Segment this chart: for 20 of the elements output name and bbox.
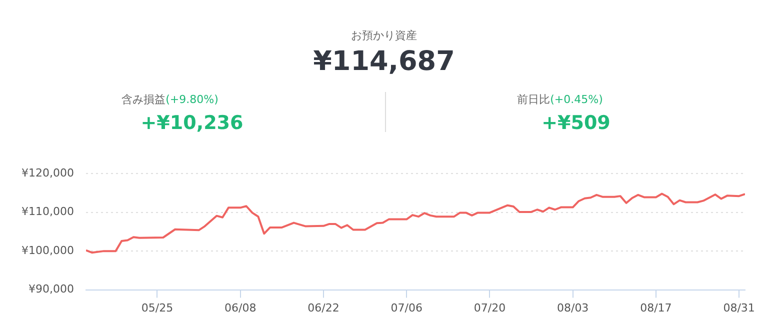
text: 含み損益 (122, 93, 166, 106)
text: +¥10,236 (140, 112, 244, 134)
y-tick-label: ¥100,000 (22, 244, 74, 257)
text: ¥114,687 (313, 46, 455, 77)
x-tick-label: 07/06 (390, 301, 422, 314)
text: (+0.45%) (550, 93, 603, 106)
y-tick-label: ¥120,000 (22, 166, 74, 180)
y-tick-label: ¥90,000 (28, 282, 74, 296)
x-tick-label: 06/08 (224, 301, 256, 314)
x-tick-label: 08/03 (556, 301, 589, 314)
x-tick-label: 05/25 (141, 301, 174, 314)
text: 前日比 (517, 93, 550, 106)
text: +¥509 (542, 112, 610, 134)
x-tick-label: 07/20 (474, 301, 506, 314)
x-tick-label: 08/31 (723, 301, 755, 314)
text: お預かり資産 (351, 29, 417, 42)
y-tick-label: ¥110,000 (22, 205, 74, 218)
text: (+9.80%) (166, 93, 218, 106)
x-tick-label: 06/22 (308, 301, 340, 314)
x-tick-label: 08/17 (640, 301, 672, 314)
